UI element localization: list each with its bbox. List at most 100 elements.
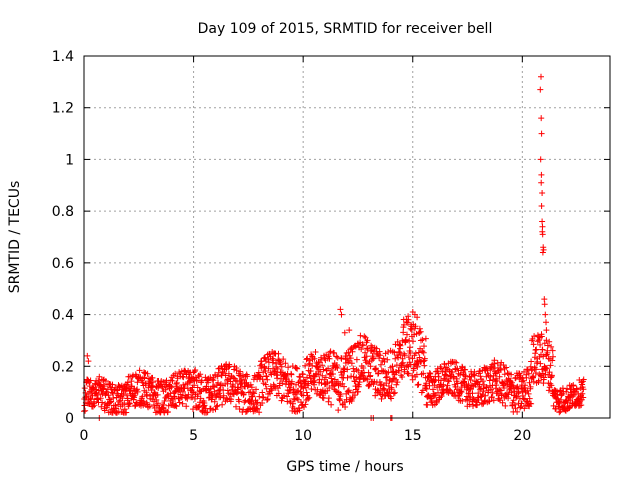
data-point (539, 218, 546, 225)
data-point (334, 365, 341, 371)
data-point (477, 373, 484, 380)
data-point (350, 365, 357, 372)
data-point (503, 364, 510, 371)
data-point (494, 377, 501, 384)
data-point (486, 398, 493, 405)
data-point (540, 246, 547, 253)
data-point (483, 384, 490, 390)
data-point (470, 371, 477, 378)
data-point (507, 378, 514, 385)
data-point (380, 355, 387, 362)
data-point (548, 382, 555, 389)
data-point (548, 372, 555, 379)
data-point (488, 386, 495, 393)
data-point (167, 390, 174, 397)
data-point (508, 371, 515, 378)
data-point (306, 394, 313, 401)
data-point (424, 374, 431, 381)
data-point (544, 342, 551, 349)
data-point (580, 386, 587, 393)
data-point (435, 389, 441, 396)
data-point (522, 382, 529, 389)
data-point (305, 395, 312, 402)
data-point (179, 400, 186, 407)
y-tick-label: 0.4 (52, 308, 74, 324)
data-point (355, 388, 361, 395)
data-point (539, 249, 546, 256)
data-point (399, 374, 406, 380)
data-point (438, 393, 445, 400)
data-point (305, 380, 312, 387)
data-point (367, 372, 374, 379)
data-point (239, 372, 246, 379)
data-point (253, 400, 260, 407)
data-point (88, 396, 95, 403)
data-point (533, 346, 540, 353)
data-point (204, 409, 211, 416)
data-point (359, 342, 366, 349)
data-point (224, 387, 231, 394)
data-point (362, 349, 369, 356)
data-point (397, 342, 404, 349)
data-point (328, 401, 335, 408)
data-point (381, 387, 388, 394)
data-point (469, 390, 476, 397)
data-point (537, 341, 544, 348)
data-point (230, 382, 236, 389)
data-point (320, 395, 327, 402)
data-point (241, 399, 248, 406)
data-point (171, 393, 178, 400)
data-point (331, 350, 338, 356)
data-point (498, 366, 504, 373)
data-point (513, 394, 519, 401)
data-point (394, 379, 401, 386)
data-point (423, 386, 430, 392)
data-point (468, 382, 475, 389)
data-point (541, 296, 548, 303)
data-point (84, 352, 91, 359)
data-point (384, 356, 391, 363)
data-point (90, 385, 97, 392)
data-point (274, 372, 281, 379)
data-point (513, 393, 520, 400)
data-point (404, 331, 410, 338)
data-point (449, 369, 456, 375)
data-point (301, 404, 307, 410)
data-point (179, 388, 186, 395)
x-tick-label: 10 (294, 428, 312, 444)
data-point (233, 403, 239, 410)
data-point (485, 387, 492, 394)
data-point (340, 365, 347, 372)
data-point (538, 130, 545, 137)
data-point (212, 406, 219, 413)
data-point (352, 342, 359, 349)
data-point (312, 349, 319, 355)
data-point (569, 393, 576, 400)
data-point (123, 409, 130, 416)
data-point (250, 401, 257, 408)
data-point (424, 401, 431, 408)
data-point (348, 360, 355, 367)
data-point (519, 388, 526, 395)
y-tick-label: 1.2 (52, 101, 74, 117)
data-point (134, 379, 141, 386)
data-point (217, 394, 224, 401)
data-point (141, 369, 147, 376)
data-point (521, 405, 528, 412)
data-point (391, 389, 398, 396)
data-point (102, 378, 109, 384)
data-point (458, 384, 465, 391)
data-point (578, 402, 585, 409)
data-point (426, 370, 433, 376)
data-point (338, 311, 345, 318)
data-point (161, 398, 168, 404)
data-point (549, 347, 556, 354)
data-point (344, 366, 351, 373)
data-point (471, 372, 478, 379)
data-point (361, 333, 368, 340)
data-point (450, 374, 457, 381)
data-point (544, 349, 551, 356)
data-point (351, 392, 358, 399)
data-point (520, 377, 527, 384)
data-point (259, 400, 266, 406)
